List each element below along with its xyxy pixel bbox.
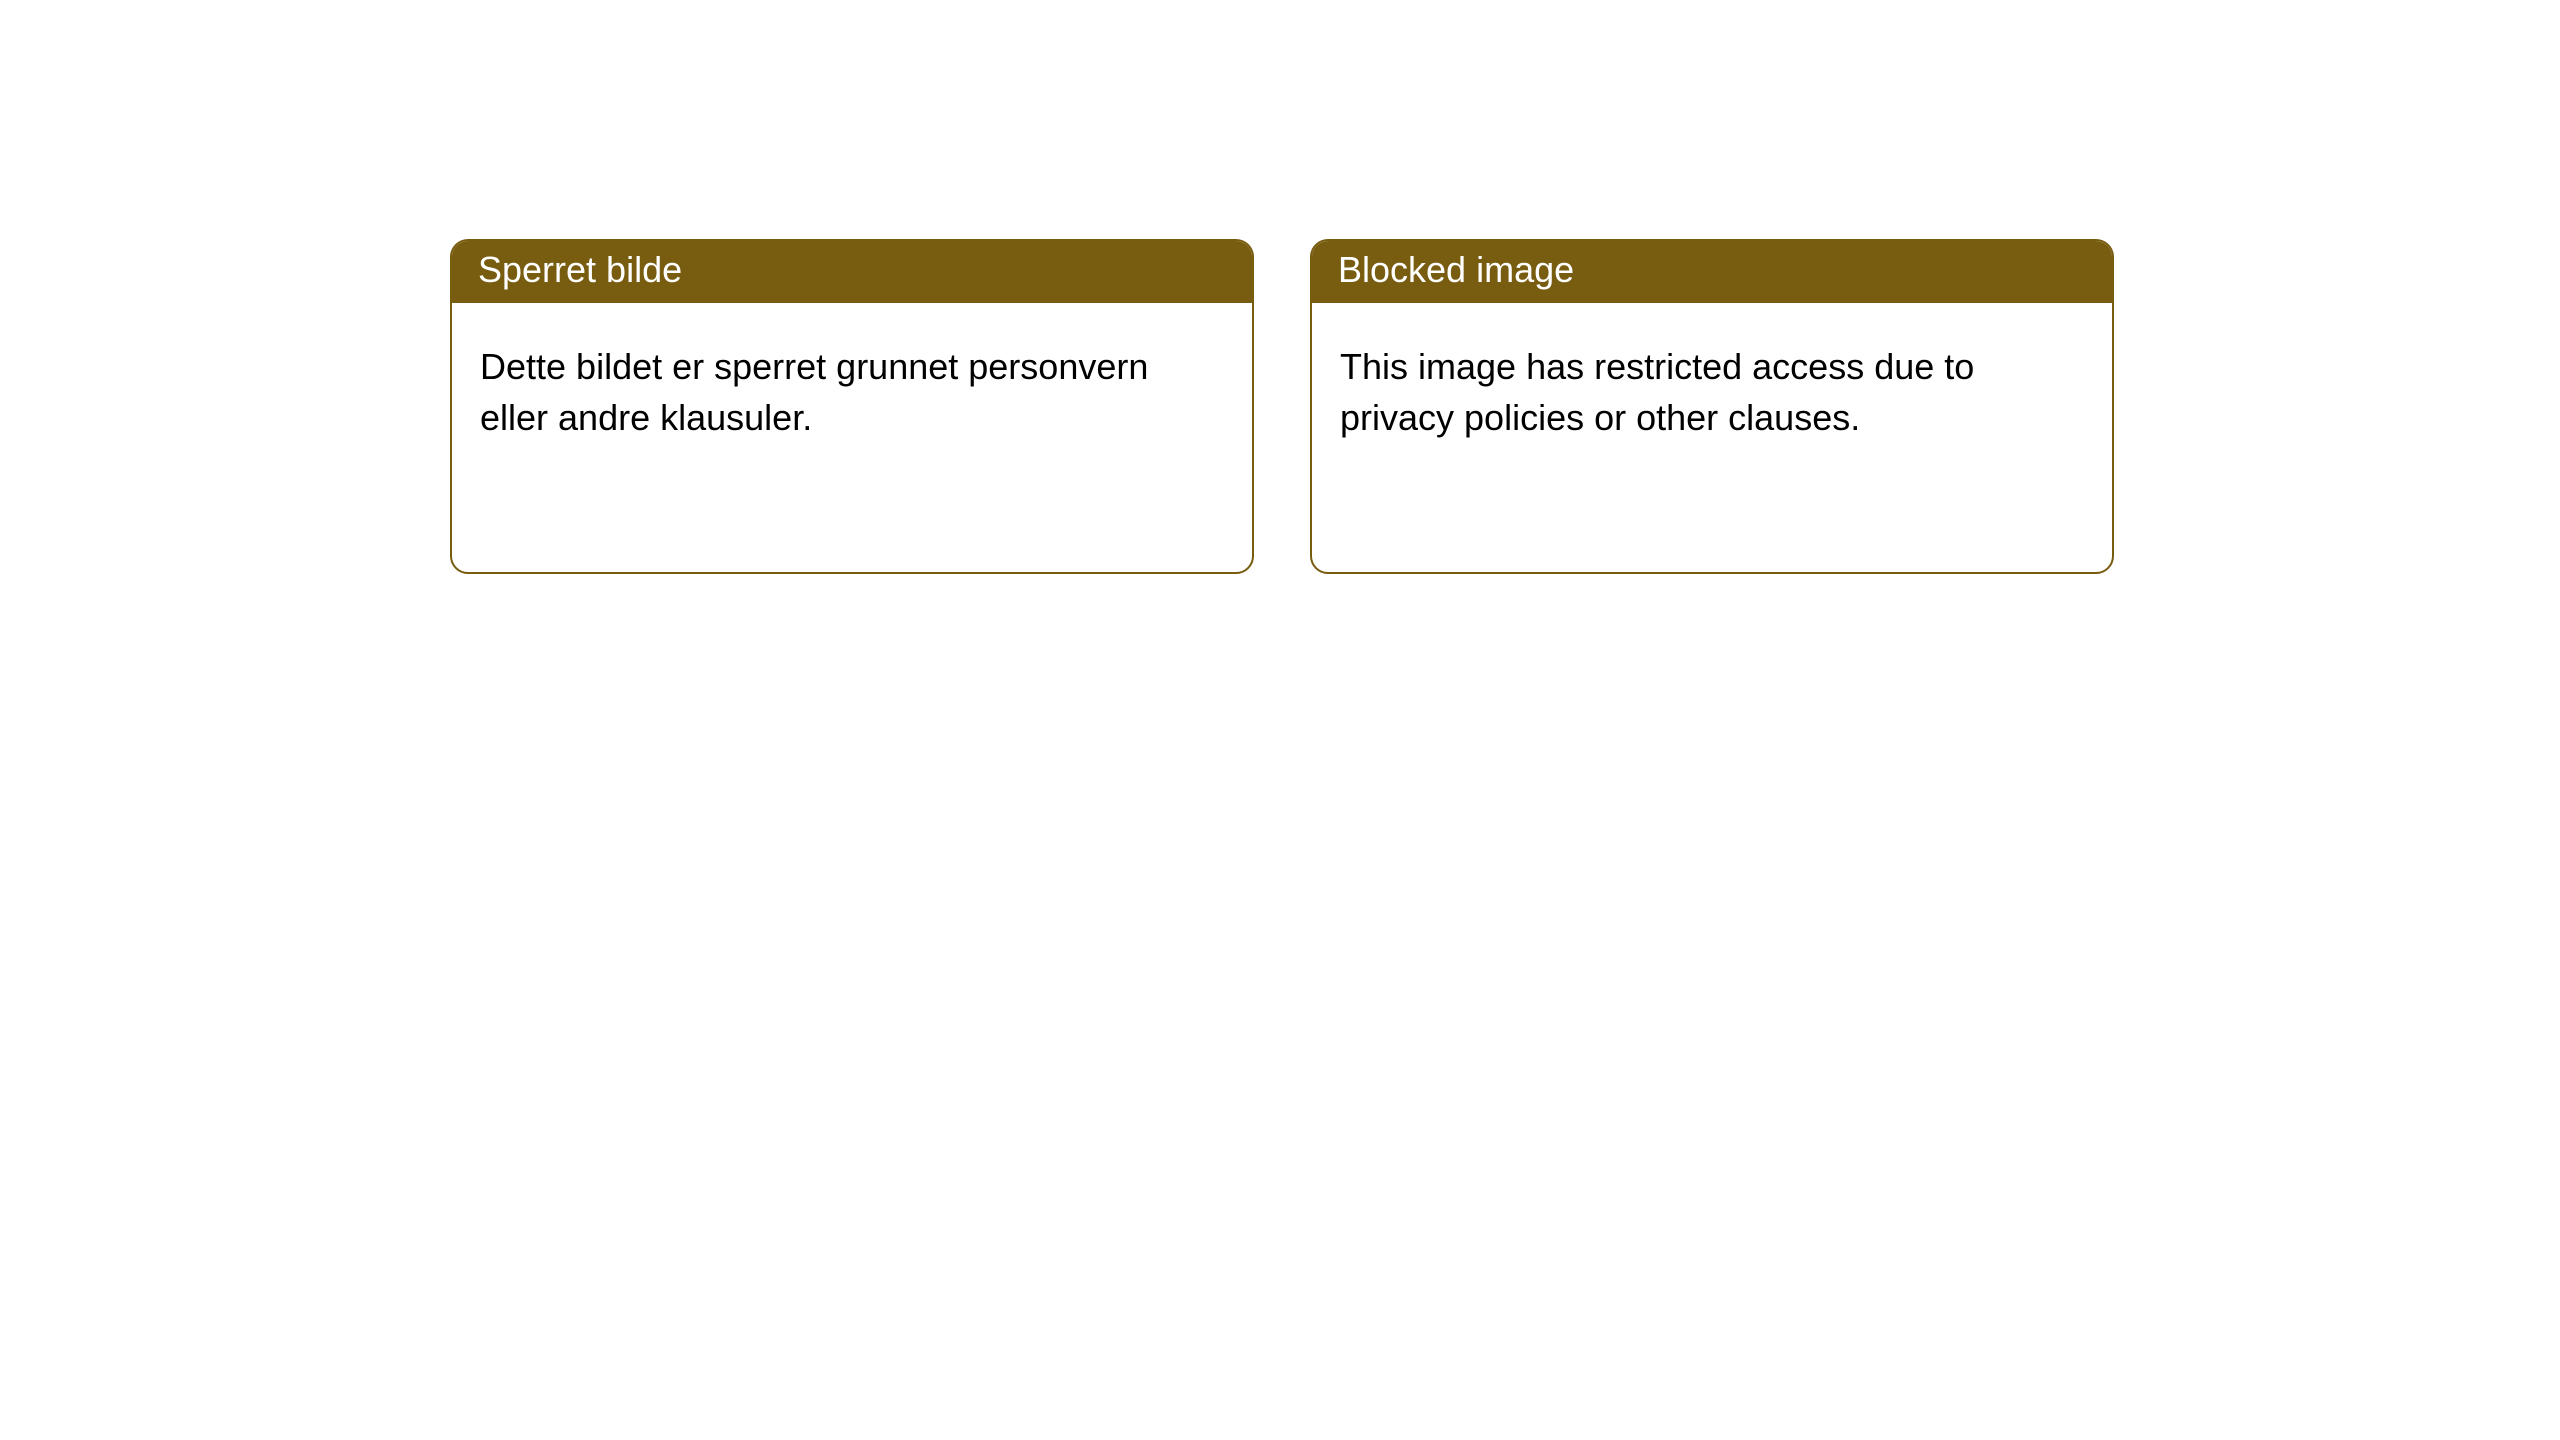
blocked-image-card-english: Blocked image This image has restricted … [1310,239,2114,574]
card-body-text: Dette bildet er sperret grunnet personve… [480,346,1148,438]
card-header: Blocked image [1312,241,2112,303]
card-header: Sperret bilde [452,241,1252,303]
card-body-text: This image has restricted access due to … [1340,346,1974,438]
card-title: Blocked image [1338,249,1574,290]
card-body: This image has restricted access due to … [1312,303,2112,471]
notice-cards-container: Sperret bilde Dette bildet er sperret gr… [0,0,2560,574]
card-title: Sperret bilde [478,249,682,290]
blocked-image-card-norwegian: Sperret bilde Dette bildet er sperret gr… [450,239,1254,574]
card-body: Dette bildet er sperret grunnet personve… [452,303,1252,471]
